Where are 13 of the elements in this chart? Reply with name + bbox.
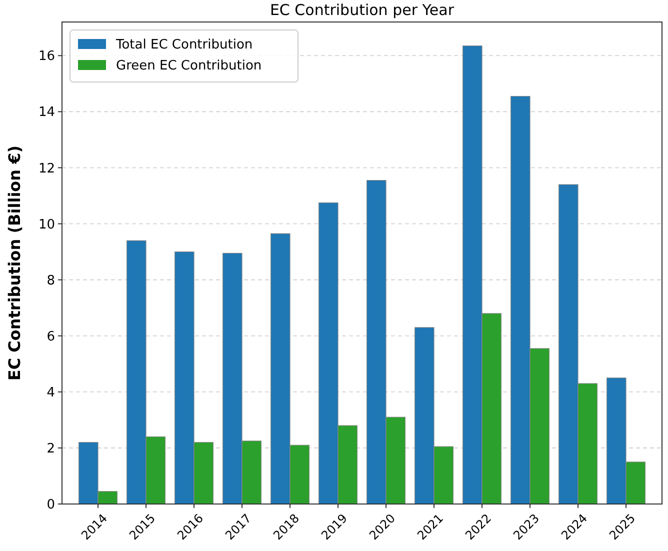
y-tick-label: 6 [46,329,55,344]
y-tick-label: 12 [38,161,55,176]
y-tick-label: 10 [38,217,55,232]
y-tick-label: 16 [38,49,55,64]
chart-title: EC Contribution per Year [270,1,455,19]
y-axis-title: EC Contribution (Billion €) [5,145,24,381]
legend-label: Green EC Contribution [116,58,262,74]
y-tick-label: 4 [46,385,55,400]
y-tick-label: 14 [38,105,55,120]
legend-label: Total EC Contribution [115,38,253,53]
y-tick-label: 8 [46,273,55,288]
y-tick-label: 0 [46,498,55,513]
y-tick-label: 2 [46,442,55,457]
